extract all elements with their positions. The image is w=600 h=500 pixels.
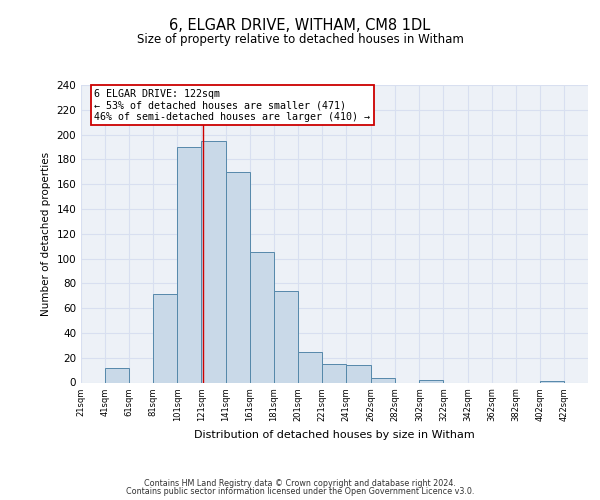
Bar [250, 252, 274, 382]
Bar [419, 380, 443, 382]
Bar [202, 141, 226, 382]
Text: Size of property relative to detached houses in Witham: Size of property relative to detached ho… [137, 32, 463, 46]
Bar [226, 172, 250, 382]
Y-axis label: Number of detached properties: Number of detached properties [41, 152, 51, 316]
Text: 6 ELGAR DRIVE: 122sqm
← 53% of detached houses are smaller (471)
46% of semi-det: 6 ELGAR DRIVE: 122sqm ← 53% of detached … [94, 88, 370, 122]
Text: 6, ELGAR DRIVE, WITHAM, CM8 1DL: 6, ELGAR DRIVE, WITHAM, CM8 1DL [169, 18, 431, 32]
X-axis label: Distribution of detached houses by size in Witham: Distribution of detached houses by size … [194, 430, 475, 440]
Bar [322, 364, 346, 382]
Bar [178, 147, 202, 382]
Bar [346, 365, 371, 382]
Bar [274, 291, 298, 382]
Bar [153, 294, 178, 382]
Text: Contains public sector information licensed under the Open Government Licence v3: Contains public sector information licen… [126, 488, 474, 496]
Bar [298, 352, 322, 382]
Text: Contains HM Land Registry data © Crown copyright and database right 2024.: Contains HM Land Registry data © Crown c… [144, 479, 456, 488]
Bar [105, 368, 129, 382]
Bar [371, 378, 395, 382]
